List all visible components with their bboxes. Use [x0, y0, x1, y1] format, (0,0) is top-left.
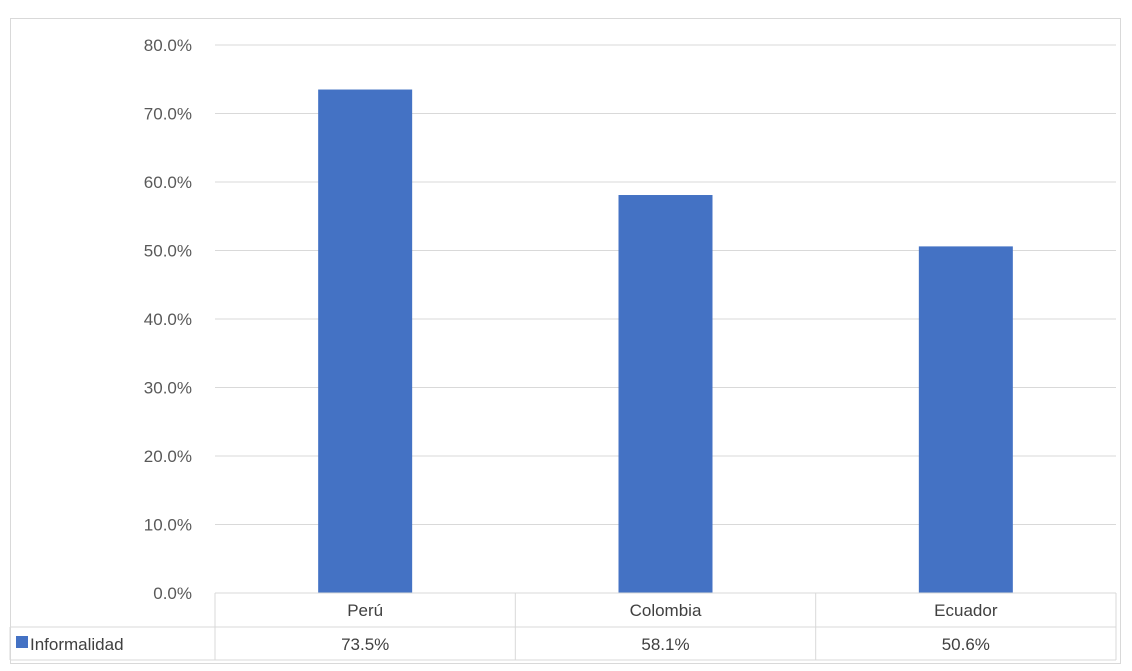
- bar: [918, 246, 1013, 593]
- legend-label: Informalidad: [30, 635, 124, 654]
- y-tick-label: 80.0%: [144, 36, 192, 55]
- bars: [318, 89, 1013, 594]
- y-axis-ticks: 0.0% 10.0% 20.0% 30.0% 40.0% 50.0% 60.0% 70.0% 8…: [144, 36, 192, 603]
- y-tick-label: 50.0%: [144, 242, 192, 261]
- data-label: 73.5%: [341, 635, 389, 654]
- y-tick-label: 10.0%: [144, 516, 192, 535]
- category-label: Ecuador: [934, 601, 998, 620]
- y-tick-label: 30.0%: [144, 379, 192, 398]
- data-label: 58.1%: [641, 635, 689, 654]
- data-table: Perú 73.5% Colombia 58.1% Ecuador 50.6% Inform…: [9, 592, 1117, 661]
- y-tick-label: 20.0%: [144, 447, 192, 466]
- y-tick-label: 60.0%: [144, 173, 192, 192]
- bar: [618, 195, 713, 593]
- legend-swatch: [16, 636, 28, 648]
- category-label: Perú: [347, 601, 383, 620]
- y-tick-label: 70.0%: [144, 105, 192, 124]
- data-label: 50.6%: [942, 635, 990, 654]
- y-tick-label: 40.0%: [144, 310, 192, 329]
- bar: [318, 89, 413, 594]
- category-label: Colombia: [630, 601, 702, 620]
- y-tick-label: 0.0%: [153, 584, 192, 603]
